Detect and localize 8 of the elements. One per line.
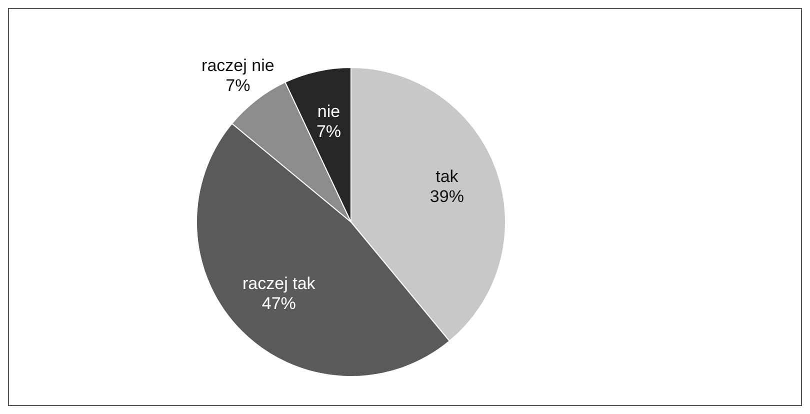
data-label: 7% — [226, 76, 250, 95]
data-label: 47% — [262, 294, 296, 313]
slice-label: raczej tak — [242, 274, 316, 293]
slice-label: nie — [317, 102, 340, 122]
slice-label: raczej nie — [202, 56, 274, 75]
data-label: 39% — [430, 187, 464, 206]
data-label: 7% — [316, 122, 342, 142]
slice-label: tak — [436, 167, 459, 186]
